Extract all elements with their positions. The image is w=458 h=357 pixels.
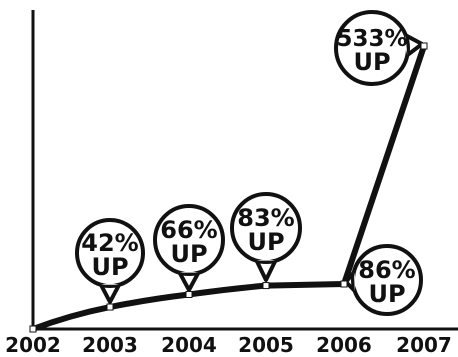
annotation-label: UP [368,280,405,308]
annotation-bubble [153,204,225,276]
data-point-2006 [340,280,348,288]
x-tick-labels: 2002 2003 2004 2005 2006 2007 [5,333,452,357]
annotation-value: 66% [160,216,217,244]
annotation-seam [100,283,120,285]
annotation-seam [256,259,276,261]
annotation-bubble [75,218,145,288]
annotation-seam [404,35,408,56]
x-tick-label-2004: 2004 [161,333,217,357]
annotation-label: UP [353,48,390,76]
annotation-value: 83% [237,204,294,232]
annotation-value: 42% [81,229,138,257]
annotation-value: 533% [336,26,407,52]
annotation-label: UP [91,253,128,281]
x-tick-label-2005: 2005 [238,333,294,357]
annotation-2006: 86%UP [344,244,423,316]
annotation-2004: 66%UP [153,204,225,292]
annotation-2007: 533%UP [334,10,424,86]
annotation-seam [179,271,199,273]
x-tick-label-2003: 2003 [82,333,138,357]
x-tick-label-2006: 2006 [316,333,372,357]
x-tick-label-2002: 2002 [5,333,61,357]
annotation-bubble [334,10,410,86]
annotation-label: UP [247,228,284,256]
annotation-bubble [230,192,302,264]
data-point-2007 [420,42,428,50]
annotation-label: UP [170,240,207,268]
annotation-value: 86% [358,256,415,284]
data-point-2002 [29,325,37,333]
annotation-2003: 42%UP [75,218,145,304]
annotation-bubble [351,244,423,316]
data-points [29,42,428,333]
annotation-seam [353,272,357,291]
data-point-2003 [106,303,114,311]
data-point-2005 [262,282,270,290]
annotation-2005: 83%UP [230,192,302,282]
data-point-2004 [185,290,193,298]
x-tick-label-2007: 2007 [396,333,452,357]
series-line [30,43,427,332]
